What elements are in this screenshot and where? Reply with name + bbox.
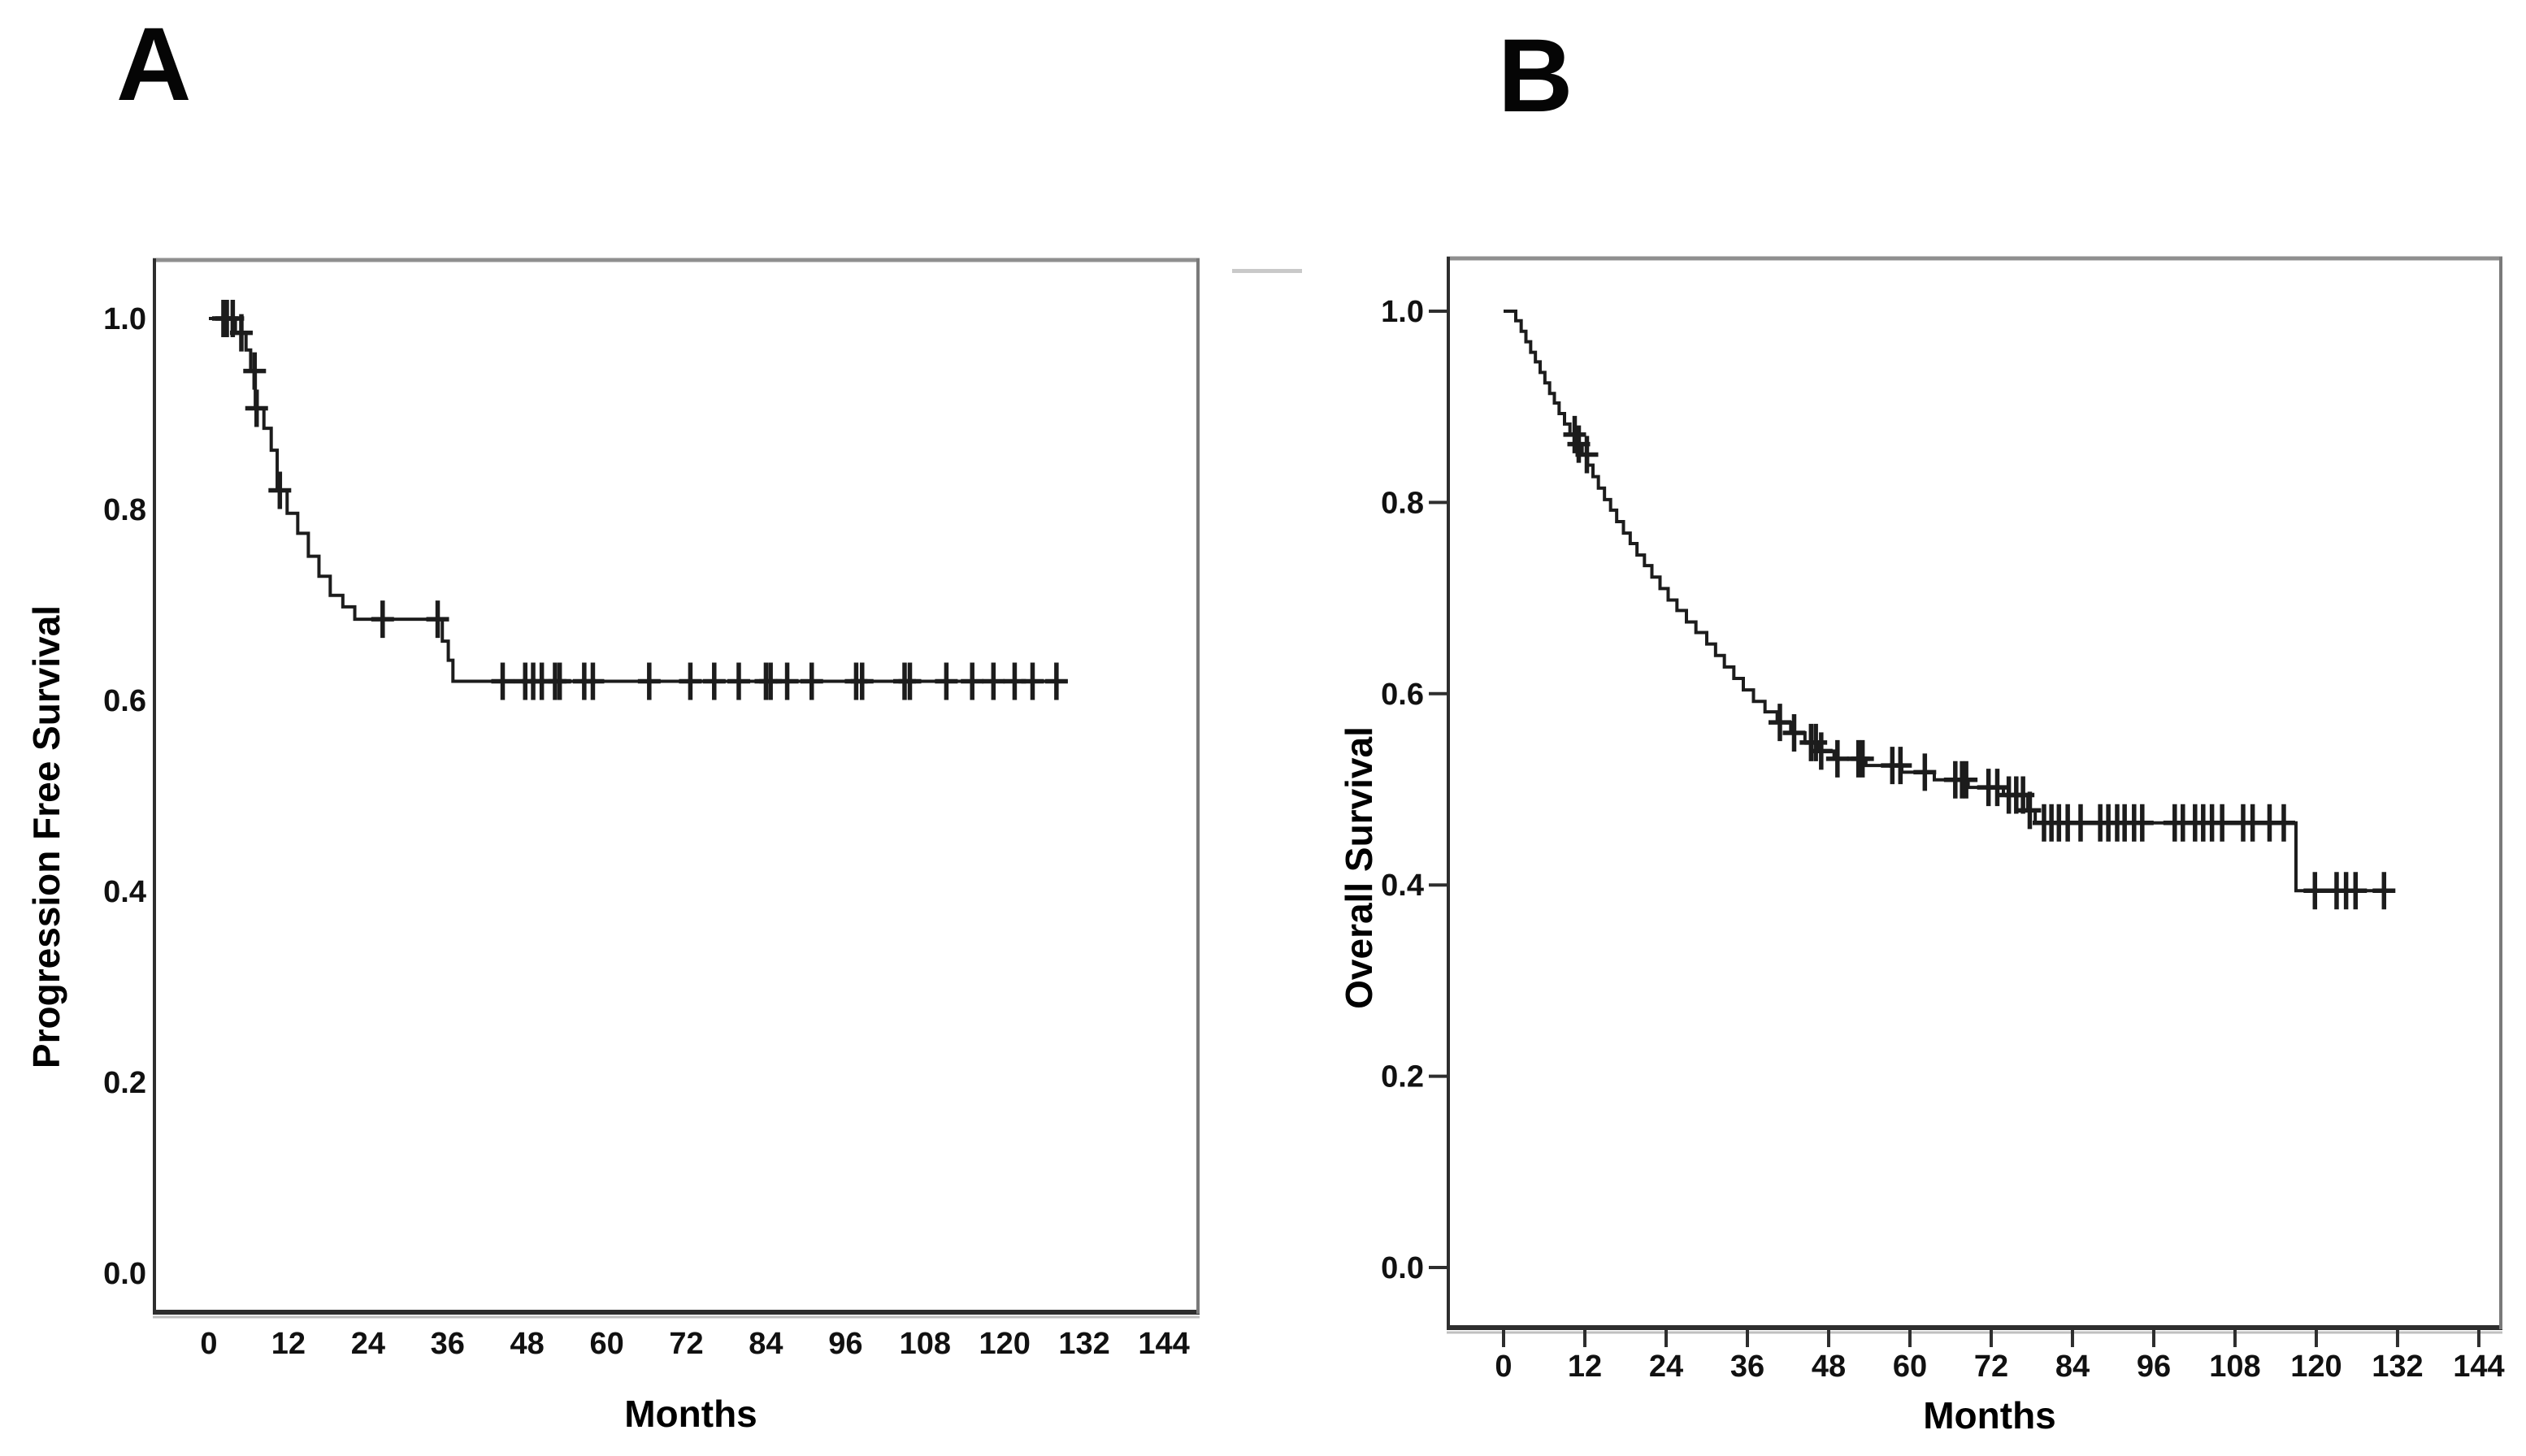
x-tick-label: 120 xyxy=(2290,1350,2342,1384)
x-tick-label: 0 xyxy=(1495,1350,1512,1384)
x-tick-label: 24 xyxy=(1649,1350,1683,1384)
x-tick-label: 48 xyxy=(1812,1350,1846,1384)
x-tick-label: 108 xyxy=(2209,1350,2260,1384)
x-tick-label: 12 xyxy=(1568,1350,1602,1384)
panel-A-letter: A xyxy=(116,6,193,123)
y-tick-label: 0.2 xyxy=(1381,1060,1424,1094)
panel-B-letter: B xyxy=(1498,18,1575,134)
scan-artifact-dash xyxy=(1232,269,1302,273)
panel-A-x-axis-title: Months xyxy=(624,1393,757,1435)
panel-B-x-axis-title: Months xyxy=(1923,1394,2056,1436)
y-tick-label: 1.0 xyxy=(1381,295,1424,329)
x-tick-label: 84 xyxy=(2055,1350,2090,1384)
y-tick-label: 0.8 xyxy=(1381,486,1424,520)
y-tick-label: 0.6 xyxy=(1381,678,1424,712)
panel-B-y-axis-title: Overall Survival xyxy=(1338,726,1380,1009)
x-tick-label: 132 xyxy=(2372,1350,2423,1384)
x-tick-label: 72 xyxy=(1974,1350,2008,1384)
x-tick-label: 60 xyxy=(1893,1350,1927,1384)
y-tick-label: 0.0 xyxy=(1381,1251,1424,1285)
x-tick-label: 144 xyxy=(2453,1350,2504,1384)
km-curve xyxy=(1504,310,2391,893)
y-tick-label: 0.4 xyxy=(1381,869,1424,903)
x-tick-label: 36 xyxy=(1730,1350,1764,1384)
x-tick-label: 96 xyxy=(2137,1350,2171,1384)
